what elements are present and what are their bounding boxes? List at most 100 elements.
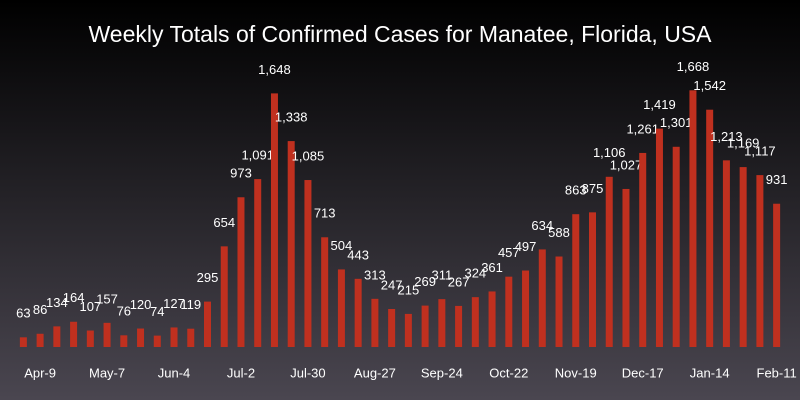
- bar: [120, 335, 128, 347]
- bar: [438, 299, 446, 347]
- bar: [220, 246, 228, 347]
- bar: [103, 322, 111, 347]
- bar: [237, 197, 245, 347]
- bar: [689, 90, 697, 348]
- value-label: 1,338: [275, 110, 308, 125]
- value-label: 134: [46, 295, 68, 310]
- bar: [270, 93, 278, 347]
- x-tick-label: Feb-11: [757, 365, 797, 380]
- value-label: 311: [431, 268, 452, 283]
- value-label: 457: [498, 245, 520, 260]
- bar: [722, 160, 730, 347]
- bar: [756, 175, 764, 347]
- value-label: 1,085: [292, 148, 325, 163]
- bar: [137, 328, 145, 347]
- chart-title: Weekly Totals of Confirmed Cases for Man…: [89, 21, 713, 47]
- value-label: 1,106: [593, 145, 626, 160]
- bar: [354, 278, 362, 347]
- value-label: 63: [16, 306, 30, 321]
- bar: [388, 308, 396, 347]
- bar: [455, 305, 463, 347]
- value-label: 361: [481, 260, 503, 275]
- value-label: 86: [33, 302, 47, 317]
- value-label: 1,648: [258, 62, 291, 77]
- x-tick-label: May-7: [89, 365, 125, 380]
- value-label: 713: [314, 206, 336, 221]
- value-label: 1,213: [710, 129, 743, 144]
- value-label: 654: [213, 215, 235, 230]
- value-label: 1,117: [744, 144, 776, 159]
- bar: [337, 269, 345, 347]
- value-label: 74: [150, 304, 164, 319]
- value-label: 1,169: [727, 136, 760, 151]
- value-label: 247: [381, 277, 403, 292]
- value-label: 497: [515, 239, 537, 254]
- value-label: 76: [117, 304, 131, 319]
- x-tick-label: Aug-27: [354, 365, 396, 380]
- bar: [773, 203, 781, 347]
- value-label: 973: [230, 166, 252, 181]
- value-label: 1,261: [626, 121, 659, 136]
- value-label: 863: [565, 183, 587, 198]
- bar: [655, 128, 663, 347]
- bar: [86, 330, 94, 347]
- value-label: 313: [364, 267, 386, 282]
- x-tick-label: Nov-19: [555, 365, 597, 380]
- value-label: 1,542: [693, 78, 726, 93]
- x-tick-label: Sep-24: [421, 365, 463, 380]
- value-label: 107: [79, 299, 101, 314]
- x-tick-label: Jul-2: [227, 365, 255, 380]
- value-label: 119: [180, 297, 201, 312]
- bar: [522, 270, 530, 347]
- bar: [53, 326, 61, 347]
- value-label: 443: [347, 247, 369, 262]
- bar: [605, 176, 613, 347]
- value-label: 504: [331, 238, 353, 253]
- value-label: 875: [582, 181, 604, 196]
- value-label: 295: [197, 270, 219, 285]
- bar: [204, 301, 211, 347]
- bar: [639, 152, 647, 347]
- bar: [70, 321, 78, 347]
- value-label: 127: [163, 296, 185, 311]
- value-label: 157: [96, 291, 118, 306]
- bar: [321, 237, 329, 347]
- bar: [505, 276, 513, 347]
- bar: [622, 188, 630, 347]
- bar: [287, 141, 295, 347]
- bar: [371, 298, 379, 347]
- bar: [304, 180, 312, 347]
- x-tick-label: Apr-9: [24, 365, 56, 380]
- bar: [706, 109, 714, 347]
- value-label: 120: [130, 297, 152, 312]
- x-tick-label: Jun-4: [158, 365, 191, 380]
- bar: [739, 167, 747, 347]
- value-label: 1,091: [241, 148, 274, 163]
- bar: [187, 328, 195, 347]
- bar: [555, 256, 563, 347]
- bar: [170, 327, 178, 347]
- x-tick-label: Dec-17: [622, 365, 664, 380]
- value-label: 588: [548, 225, 570, 240]
- bar: [572, 214, 580, 347]
- bar: [471, 297, 479, 347]
- bar: [538, 249, 546, 347]
- bar: [589, 212, 596, 347]
- value-label: 931: [766, 172, 788, 187]
- bar: [153, 335, 161, 347]
- bar: [19, 337, 27, 347]
- value-label: 1,301: [660, 115, 693, 130]
- value-label: 1,668: [677, 59, 710, 74]
- value-label: 1,027: [610, 157, 643, 172]
- bar: [254, 179, 262, 347]
- x-tick-label: Jul-30: [290, 365, 325, 380]
- value-label: 1,419: [643, 97, 676, 112]
- bar: [488, 291, 496, 347]
- bar: [404, 313, 412, 347]
- value-label: 164: [63, 290, 85, 305]
- value-label: 269: [414, 274, 436, 289]
- bar: [672, 146, 680, 347]
- value-label: 215: [398, 282, 420, 297]
